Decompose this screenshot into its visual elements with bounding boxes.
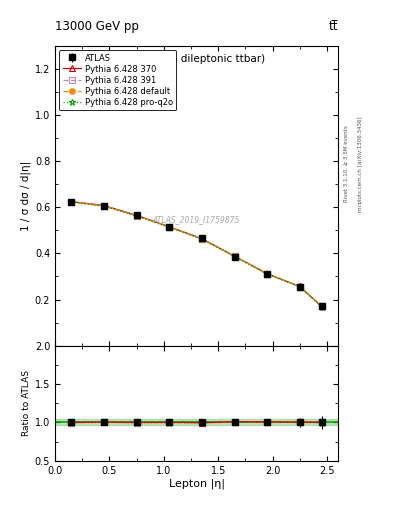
Text: tt̅: tt̅ xyxy=(329,20,338,33)
Pythia 6.428 391 xyxy=(232,253,237,260)
Pythia 6.428 default xyxy=(319,303,324,309)
Pythia 6.428 370 xyxy=(200,236,204,242)
Pythia 6.428 391 xyxy=(319,303,324,309)
Legend: ATLAS, Pythia 6.428 370, Pythia 6.428 391, Pythia 6.428 default, Pythia 6.428 pr: ATLAS, Pythia 6.428 370, Pythia 6.428 39… xyxy=(59,50,176,110)
Pythia 6.428 391 xyxy=(69,199,74,205)
Bar xyxy=(55,419,338,425)
Pythia 6.428 default xyxy=(102,203,107,209)
Text: Rivet 3.1.10, ≥ 3.5M events: Rivet 3.1.10, ≥ 3.5M events xyxy=(344,125,349,202)
X-axis label: Lepton |η|: Lepton |η| xyxy=(169,478,224,489)
Pythia 6.428 370 xyxy=(102,202,107,208)
Line: Pythia 6.428 391: Pythia 6.428 391 xyxy=(68,199,325,309)
Pythia 6.428 pro-q2o xyxy=(69,199,74,205)
Pythia 6.428 370 xyxy=(319,303,324,309)
Pythia 6.428 391 xyxy=(265,271,270,277)
Text: ATLAS_2019_I1759875: ATLAS_2019_I1759875 xyxy=(153,216,240,224)
Pythia 6.428 pro-q2o xyxy=(134,213,139,219)
Pythia 6.428 370 xyxy=(265,271,270,277)
Pythia 6.428 370 xyxy=(134,212,139,219)
Pythia 6.428 default xyxy=(200,236,204,242)
Line: Pythia 6.428 default: Pythia 6.428 default xyxy=(68,199,325,309)
Pythia 6.428 pro-q2o xyxy=(265,271,270,278)
Pythia 6.428 pro-q2o xyxy=(102,203,107,209)
Pythia 6.428 default xyxy=(265,271,270,277)
Pythia 6.428 370 xyxy=(167,224,172,230)
Pythia 6.428 default xyxy=(232,253,237,259)
Pythia 6.428 391 xyxy=(102,203,107,209)
Line: Pythia 6.428 pro-q2o: Pythia 6.428 pro-q2o xyxy=(68,199,325,310)
Text: mcplots.cern.ch [arXiv:1306.3436]: mcplots.cern.ch [arXiv:1306.3436] xyxy=(358,116,363,211)
Pythia 6.428 pro-q2o xyxy=(167,224,172,230)
Text: 13000 GeV pp: 13000 GeV pp xyxy=(55,20,139,33)
Pythia 6.428 pro-q2o xyxy=(232,253,237,260)
Y-axis label: 1 / σ dσ / d|η|: 1 / σ dσ / d|η| xyxy=(20,161,31,231)
Pythia 6.428 391 xyxy=(200,236,204,242)
Text: ηℓ (ATLAS dileptonic ttbar): ηℓ (ATLAS dileptonic ttbar) xyxy=(127,54,266,63)
Pythia 6.428 pro-q2o xyxy=(319,304,324,310)
Pythia 6.428 default xyxy=(167,224,172,230)
Pythia 6.428 370 xyxy=(298,284,302,290)
Pythia 6.428 default xyxy=(298,283,302,289)
Pythia 6.428 391 xyxy=(167,224,172,230)
Pythia 6.428 391 xyxy=(298,284,302,290)
Pythia 6.428 default xyxy=(69,199,74,205)
Pythia 6.428 pro-q2o xyxy=(200,236,204,242)
Pythia 6.428 pro-q2o xyxy=(298,284,302,290)
Y-axis label: Ratio to ATLAS: Ratio to ATLAS xyxy=(22,370,31,436)
Pythia 6.428 370 xyxy=(232,253,237,259)
Line: Pythia 6.428 370: Pythia 6.428 370 xyxy=(68,199,325,309)
Pythia 6.428 370 xyxy=(69,199,74,205)
Pythia 6.428 391 xyxy=(134,212,139,219)
Pythia 6.428 default xyxy=(134,212,139,219)
